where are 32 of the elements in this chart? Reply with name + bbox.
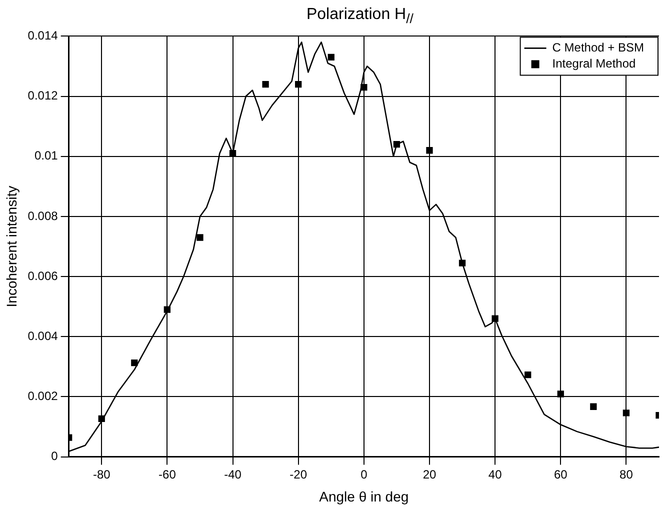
y-axis-title: Incoherent intensity (3, 186, 20, 308)
legend-label: Integral Method (552, 56, 636, 71)
point (622, 410, 630, 416)
point (328, 54, 334, 61)
x-axis-title: Angle θ in deg (319, 488, 409, 504)
y-tick-label: 0.01 (34, 148, 58, 163)
y-tick-label: 0 (51, 449, 58, 464)
x-tick-label: 0 (360, 467, 368, 482)
point (557, 390, 564, 398)
point (295, 80, 302, 88)
point (590, 403, 597, 410)
x-tick-label: -20 (290, 467, 308, 482)
chart-title: Polarization H$_{//}$ (305, 6, 414, 26)
legend-label: C Method + BSM (552, 40, 644, 55)
point (262, 80, 269, 88)
x-tick-label: 20 (422, 467, 436, 482)
point (524, 371, 532, 378)
x-tick-label: -60 (158, 467, 176, 482)
y-tick-label: 0.004 (28, 328, 58, 343)
y-tick-label: 0.014 (28, 28, 58, 43)
x-tick-label: 80 (620, 467, 634, 482)
y-tick-label: 0.008 (28, 208, 58, 223)
x-tick-label: 60 (554, 467, 568, 482)
point (131, 359, 138, 366)
point (426, 147, 433, 154)
x-tick-label: 40 (488, 467, 502, 482)
y-tick-label: 0.006 (28, 268, 58, 283)
x-tick-label: -40 (224, 467, 242, 482)
y-tick-label: 0.002 (28, 389, 58, 404)
y-tick-label: 0.012 (28, 88, 58, 103)
x-tick-label: -80 (92, 467, 111, 482)
point (196, 234, 204, 241)
